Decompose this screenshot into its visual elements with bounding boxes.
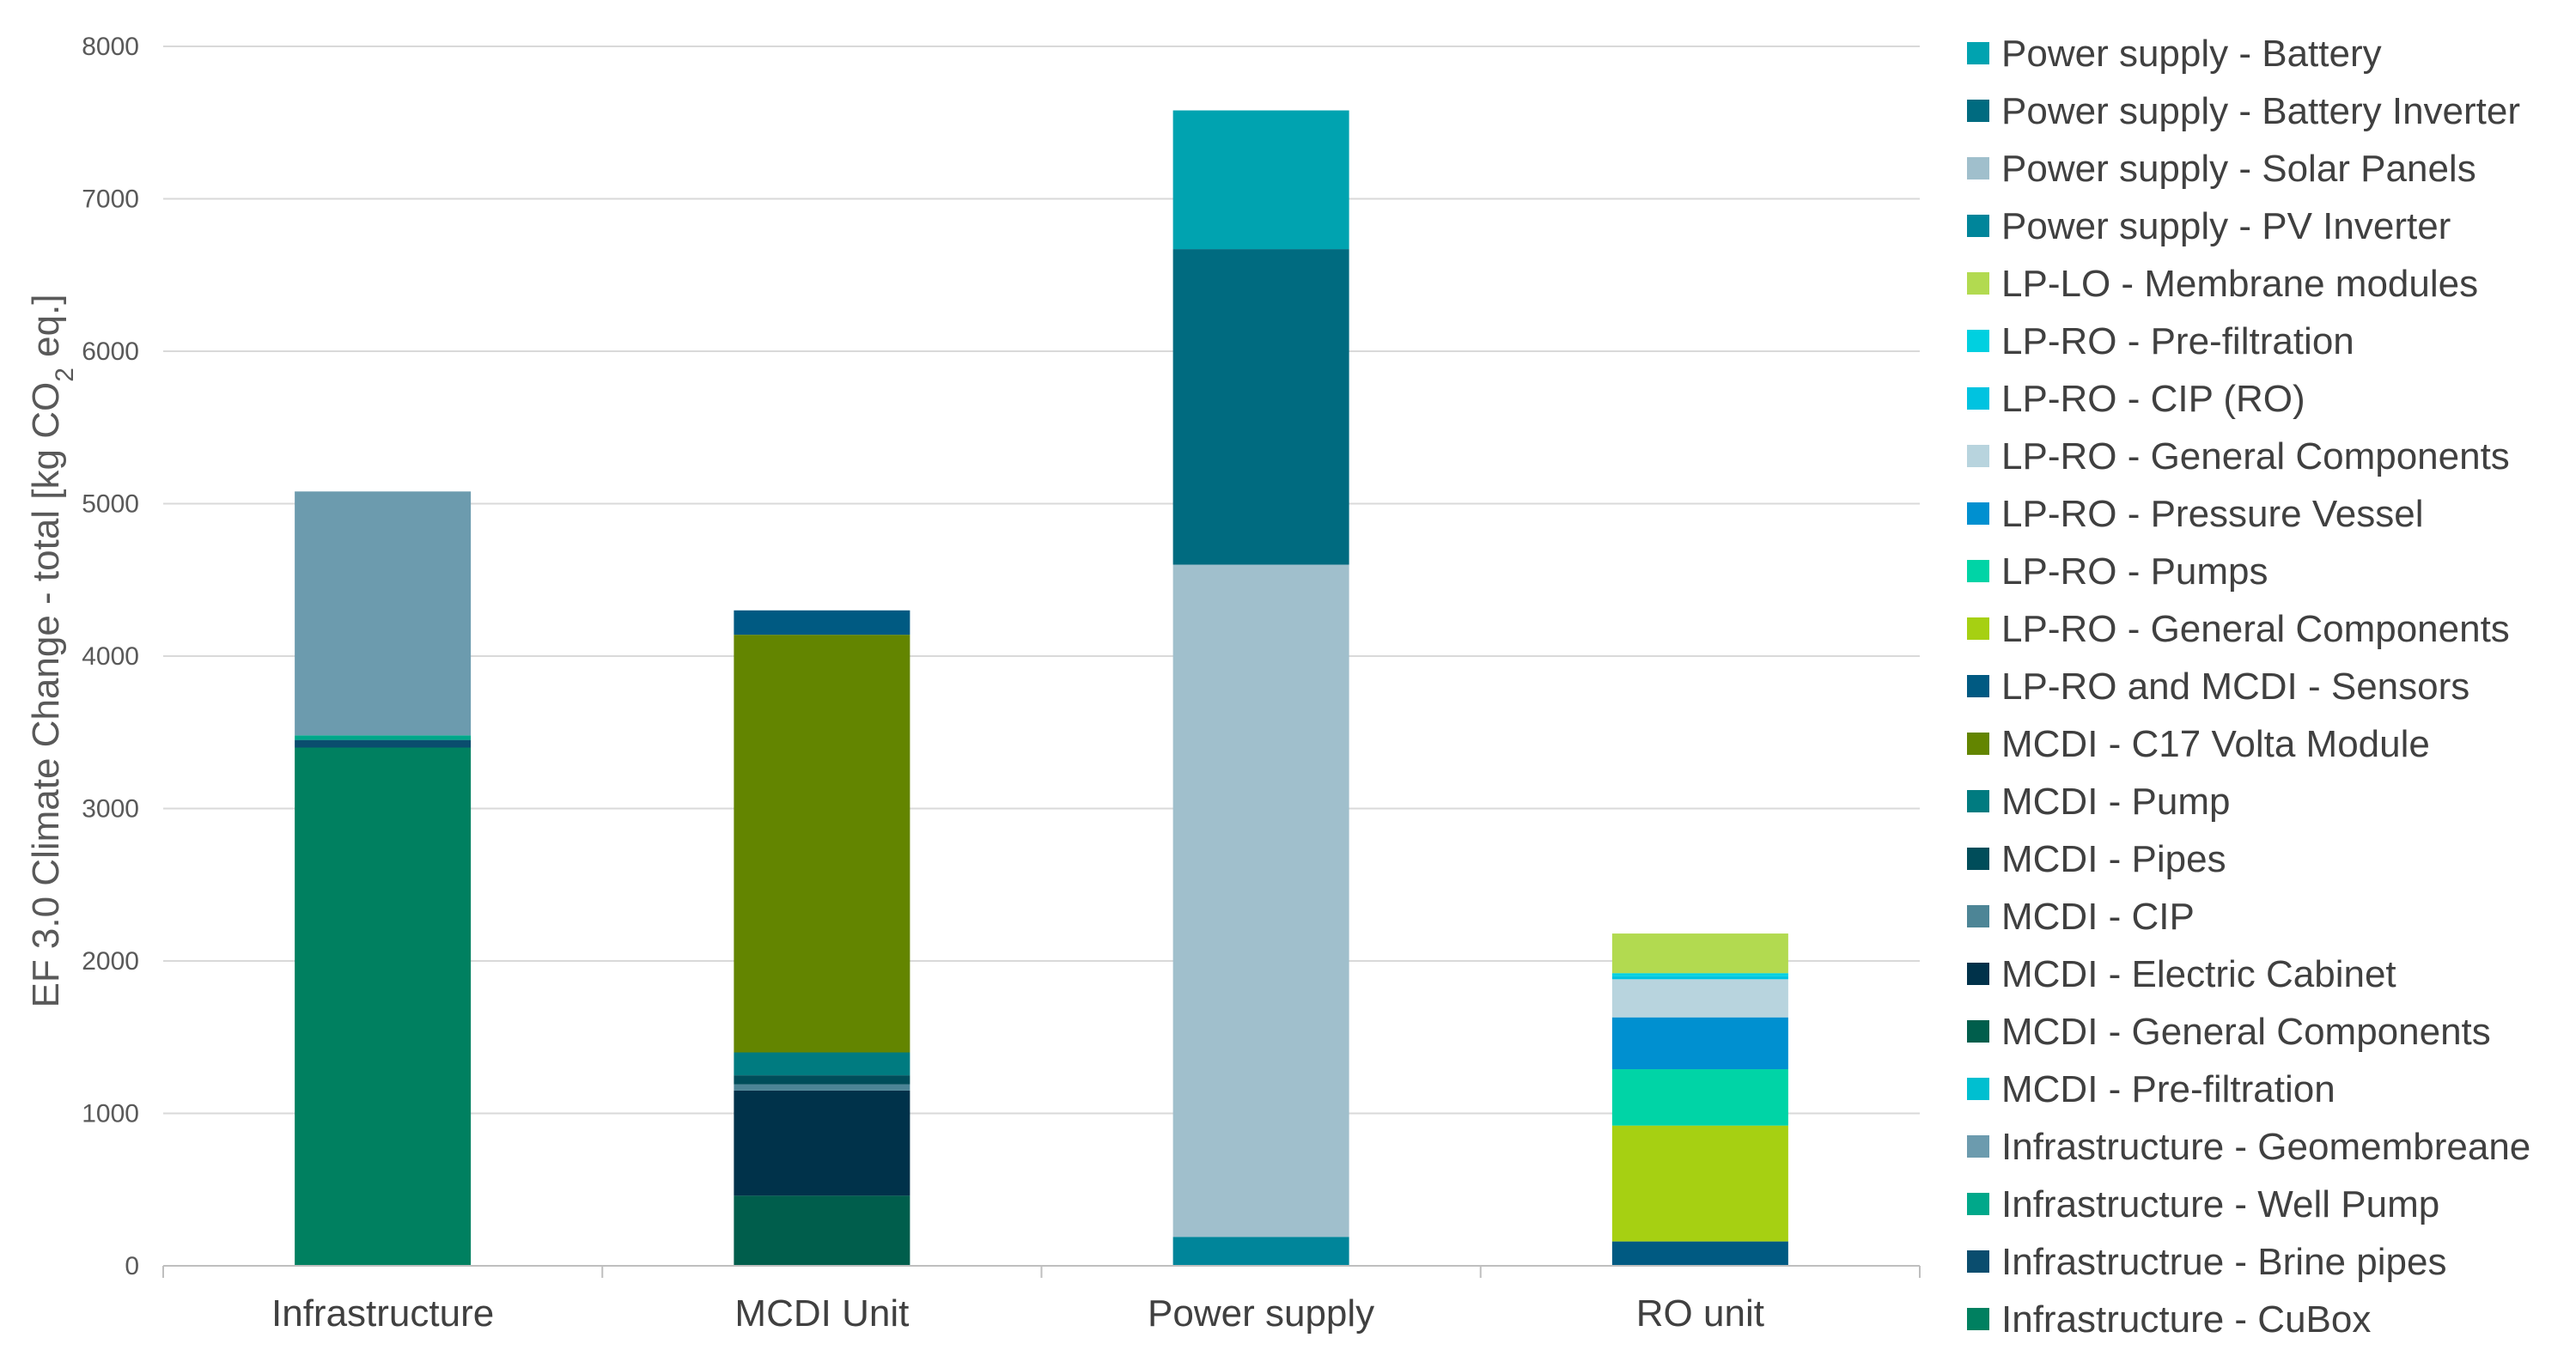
bar-segment (1611, 933, 1788, 974)
legend-entry: LP-RO - General Components (2001, 435, 2510, 477)
legend-entry: MCDI - General Components (2001, 1011, 2491, 1053)
legend-swatch (1967, 272, 1989, 295)
legend-entry: LP-RO - Pressure Vessel (2001, 493, 2424, 535)
legend-swatch (1967, 905, 1989, 927)
y-tick-label: 5000 (82, 490, 139, 519)
legend-entry: LP-LO - Membrane modules (2001, 263, 2478, 305)
bar-segment (1611, 979, 1788, 1018)
legend-swatch (1967, 330, 1989, 352)
bar-segment (1172, 564, 1349, 1237)
bar-segment (295, 747, 472, 1266)
legend-entry: LP-RO - Pre-filtration (2001, 320, 2354, 362)
y-axis-title-main: EF 3.0 Climate Change - total [kg CO (25, 382, 67, 1008)
legend-entry: MCDI - Pipes (2001, 838, 2226, 880)
legend-swatch (1967, 1020, 1989, 1043)
legend-entry: Power supply - Battery Inverter (2001, 90, 2520, 132)
legend: Power supply - Battery Power supply - Bat… (1967, 33, 2530, 1341)
bar-segment (734, 1052, 910, 1076)
legend-swatch (1967, 1250, 1989, 1273)
legend-entry: MCDI - Pump (2001, 781, 2230, 823)
legend-entry: LP-RO - CIP (RO) (2001, 378, 2305, 420)
bars (295, 110, 1788, 1266)
y-tick-label: 6000 (82, 337, 139, 366)
y-axis-title: EF 3.0 Climate Change - total [kg CO2 eq… (25, 294, 79, 1007)
y-axis-title-subscript: 2 (51, 368, 79, 382)
legend-swatch (1967, 100, 1989, 122)
y-tick-label: 4000 (82, 642, 139, 671)
x-category-label: Power supply (1148, 1292, 1374, 1335)
y-tick-label: 7000 (82, 185, 139, 214)
y-tick-label: 1000 (82, 1100, 139, 1128)
bar-segment (1611, 973, 1788, 976)
bar-segment (295, 491, 472, 736)
bar-segment (1611, 1241, 1788, 1266)
legend-entry: Infrastructure - Geomembreane (2001, 1126, 2530, 1168)
legend-swatch (1967, 387, 1989, 410)
legend-swatch (1967, 848, 1989, 870)
y-axis-title-suffix: eq.] (25, 294, 67, 368)
legend-entry: Power supply - Solar Panels (2001, 148, 2476, 190)
bar-segment (734, 1075, 910, 1085)
legend-swatch (1967, 42, 1989, 64)
bar-segment (295, 735, 472, 740)
legend-swatch (1967, 733, 1989, 755)
legend-entry: MCDI - CIP (2001, 896, 2195, 938)
axes: 0 1000 2000 3000 4000 5000 6000 7000 8000 Infrast… (82, 33, 1921, 1335)
y-tick-label: 3000 (82, 795, 139, 824)
x-category-label: MCDI Unit (734, 1292, 909, 1335)
legend-swatch (1967, 1078, 1989, 1100)
y-tick-label: 8000 (82, 33, 139, 61)
legend-entry: Power supply - PV Inverter (2001, 205, 2451, 247)
bar-segment (734, 635, 910, 1053)
legend-entry: Infrastructure - Well Pump (2001, 1183, 2439, 1225)
legend-swatch (1967, 560, 1989, 582)
bar-segment (734, 610, 910, 635)
bar-segment (1611, 1125, 1788, 1242)
legend-swatch (1967, 215, 1989, 237)
legend-swatch (1967, 617, 1989, 640)
legend-swatch (1967, 1135, 1989, 1158)
legend-entry: LP-RO and MCDI - Sensors (2001, 666, 2469, 708)
bar-segment (295, 739, 472, 748)
legend-swatch (1967, 1193, 1989, 1215)
bar-segment (1611, 1017, 1788, 1070)
legend-swatch (1967, 502, 1989, 525)
bar-segment (734, 1195, 910, 1266)
bar-segment (1172, 110, 1349, 250)
legend-entry: MCDI - Pre-filtration (2001, 1068, 2335, 1110)
legend-entry: Power supply - Battery (2001, 33, 2382, 75)
x-category-label: Infrastructure (271, 1292, 494, 1335)
legend-entry: MCDI - C17 Volta Module (2001, 723, 2430, 765)
bar-segment (1611, 976, 1788, 980)
legend-entry: LP-RO - Pumps (2001, 550, 2268, 593)
legend-entry: MCDI - Electric Cabinet (2001, 953, 2396, 995)
bar-segment (734, 1090, 910, 1196)
legend-entry: Infrastructrue - Brine pipes (2001, 1241, 2446, 1283)
legend-swatch (1967, 963, 1989, 985)
x-category-label: RO unit (1636, 1292, 1764, 1335)
legend-swatch (1967, 1308, 1989, 1330)
y-tick-label: 2000 (82, 947, 139, 976)
bar-segment (1611, 1069, 1788, 1126)
bar-segment (1172, 1237, 1349, 1266)
legend-swatch (1967, 157, 1989, 179)
legend-entry: Infrastructure - CuBox (2001, 1298, 2371, 1341)
legend-swatch (1967, 790, 1989, 812)
legend-swatch (1967, 675, 1989, 697)
bar-segment (1172, 249, 1349, 565)
legend-swatch (1967, 445, 1989, 467)
bar-segment (734, 1084, 910, 1091)
legend-entry: LP-RO - General Components (2001, 608, 2510, 650)
y-tick-label: 0 (125, 1252, 139, 1280)
